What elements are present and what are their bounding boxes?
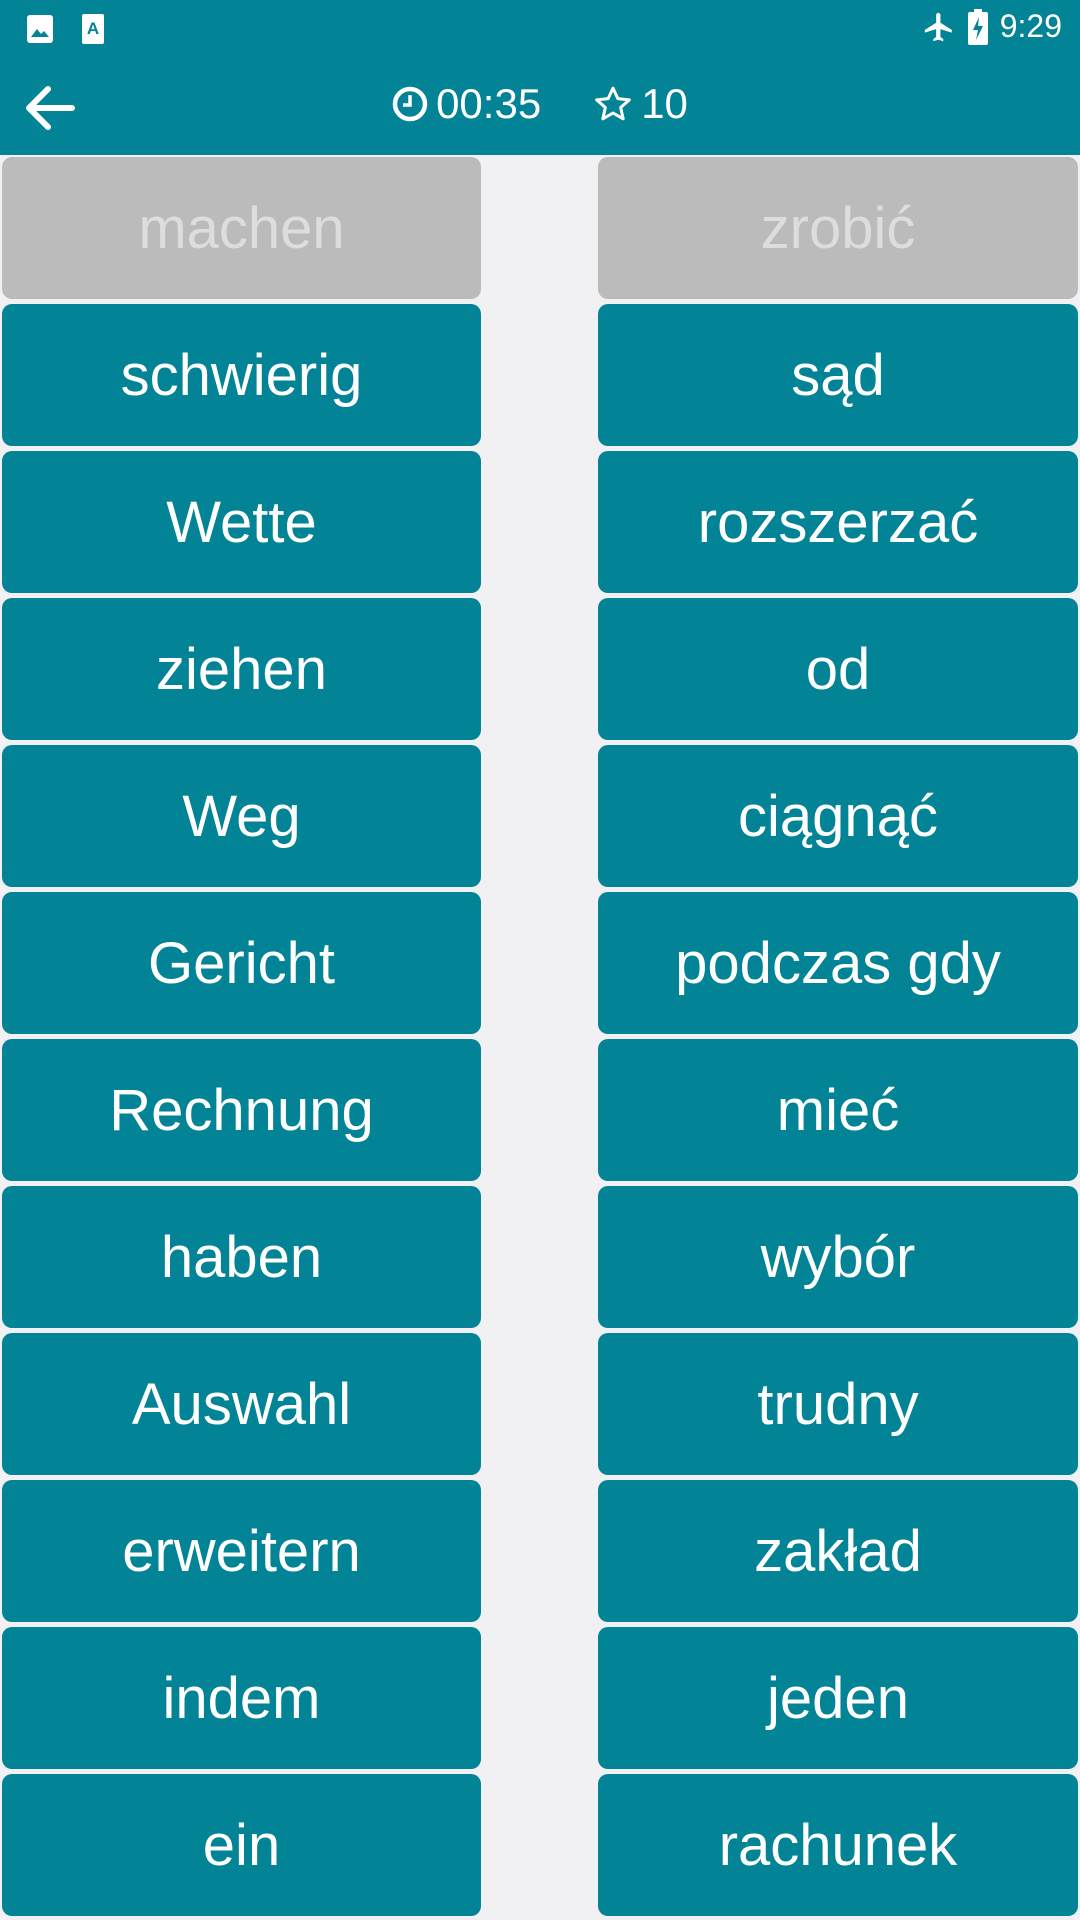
font-download-icon: A (82, 14, 104, 44)
timer: 00:35 (436, 80, 542, 127)
german-word-card[interactable]: Auswahl (2, 1333, 481, 1475)
polish-word-card[interactable]: mieć (598, 1039, 1078, 1181)
german-word-card[interactable]: indem (2, 1627, 481, 1769)
clock-icon (392, 86, 428, 122)
polish-word-card[interactable]: zakład (598, 1480, 1078, 1622)
airplane-icon (924, 12, 952, 41)
toolbar: 00:35 10 (0, 60, 1080, 155)
status-time: 9:29 (999, 8, 1062, 44)
polish-word-card: zrobić (598, 157, 1078, 299)
polish-word-card[interactable]: ciągnąć (598, 745, 1078, 887)
image-icon (27, 15, 53, 43)
polish-word-card[interactable]: trudny (598, 1333, 1078, 1475)
polish-word-card[interactable]: podczas gdy (598, 892, 1078, 1034)
polish-word-card[interactable]: od (598, 598, 1078, 740)
polish-word-card[interactable]: rachunek (598, 1774, 1078, 1916)
polish-word-card[interactable]: wybór (598, 1186, 1078, 1328)
german-word-card[interactable]: Rechnung (2, 1039, 481, 1181)
polish-word-card[interactable]: sąd (598, 304, 1078, 446)
german-word-card: machen (2, 157, 481, 299)
score: 10 (641, 80, 688, 127)
german-word-card[interactable]: schwierig (2, 304, 481, 446)
app-bar: A 9:29 00:35 10 (0, 0, 1080, 155)
star-outline-icon (595, 86, 632, 121)
german-word-card[interactable]: Wette (2, 451, 481, 593)
status-bar: A 9:29 (0, 0, 1080, 60)
german-word-card[interactable]: Gericht (2, 892, 481, 1034)
german-word-card[interactable]: ziehen (2, 598, 481, 740)
polish-word-card[interactable]: jeden (598, 1627, 1078, 1769)
german-word-card[interactable]: haben (2, 1186, 481, 1328)
polish-word-card[interactable]: rozszerzać (598, 451, 1078, 593)
back-arrow-icon[interactable] (20, 78, 80, 138)
battery-charging-icon (967, 8, 988, 45)
german-word-card[interactable]: erweitern (2, 1480, 481, 1622)
svg-text:A: A (87, 19, 99, 38)
german-word-card[interactable]: Weg (2, 745, 481, 887)
german-word-card[interactable]: ein (2, 1774, 481, 1916)
